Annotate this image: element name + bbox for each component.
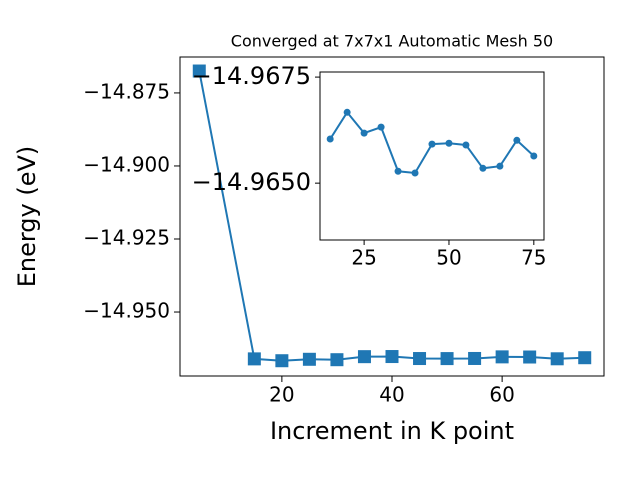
- marker: [578, 351, 592, 365]
- y-axis-label: Energy (eV): [13, 146, 41, 288]
- marker: [496, 162, 504, 170]
- marker: [495, 350, 509, 364]
- y-tick-label: −14.925: [83, 225, 170, 249]
- marker: [377, 123, 385, 131]
- marker: [247, 352, 261, 366]
- marker: [513, 136, 521, 144]
- marker: [326, 135, 334, 143]
- marker: [479, 164, 487, 172]
- marker: [302, 352, 316, 366]
- marker: [428, 140, 436, 148]
- marker: [385, 350, 399, 364]
- marker: [360, 129, 368, 137]
- x-tick-label: 20: [269, 383, 294, 407]
- marker: [413, 352, 427, 366]
- x-tick-label: 75: [521, 246, 546, 270]
- marker: [445, 139, 453, 147]
- x-tick-label: 60: [489, 383, 514, 407]
- marker: [394, 167, 402, 175]
- marker: [411, 169, 419, 177]
- marker: [523, 350, 537, 364]
- y-tick-label: −14.9650: [192, 168, 311, 196]
- x-tick-label: 25: [351, 246, 376, 270]
- y-tick-label: −14.950: [83, 299, 170, 323]
- marker: [275, 354, 289, 368]
- x-tick-label: 40: [379, 383, 404, 407]
- marker: [192, 64, 206, 78]
- marker: [550, 352, 564, 366]
- x-axis-label: Increment in K point: [270, 417, 514, 445]
- marker: [440, 352, 454, 366]
- marker: [343, 108, 351, 116]
- axes-frame: [319, 71, 545, 241]
- marker: [357, 350, 371, 364]
- x-tick-label: 50: [436, 246, 461, 270]
- plot-area: [320, 72, 544, 240]
- y-tick-label: −14.900: [83, 152, 170, 176]
- marker: [530, 152, 538, 160]
- marker: [330, 353, 344, 367]
- marker: [468, 351, 482, 365]
- y-tick-label: −14.875: [83, 79, 170, 103]
- chart-title: Converged at 7x7x1 Automatic Mesh 50: [231, 32, 553, 51]
- marker: [462, 141, 470, 149]
- y-tick-label: −14.9675: [192, 62, 311, 90]
